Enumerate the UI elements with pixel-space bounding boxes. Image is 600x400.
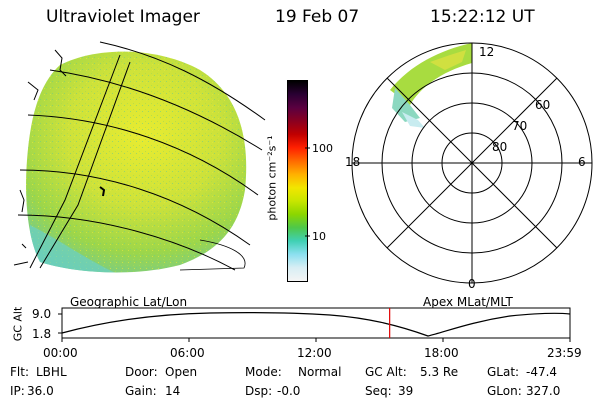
time-label: 15:22:12 UT [430, 7, 535, 27]
alt-xtick-1: 06:00 [170, 346, 205, 360]
status-value: 14 [165, 384, 181, 398]
status-value: Open [165, 365, 198, 379]
status-label: Dsp: [245, 384, 273, 398]
colorbar-tick-100: 100 [312, 142, 333, 155]
alt-xtick-0: 00:00 [43, 346, 78, 360]
alt-ylabel: GC Alt [11, 306, 25, 342]
alt-xtick-4: 23:59 [547, 346, 582, 360]
right-panel-caption: Apex MLat/MLT [423, 295, 513, 309]
status-label: GLat: [487, 365, 520, 379]
status-value: 36.0 [27, 384, 54, 398]
mlt-label-18: 18 [345, 155, 361, 169]
status-value: -0.0 [277, 384, 301, 398]
date-label: 19 Feb 07 [275, 7, 360, 27]
alt-ytick-low: 1.8 [32, 327, 52, 341]
status-label: GC Alt: [365, 365, 407, 379]
mlt-label-6: 6 [578, 155, 586, 169]
colorbar-ticks [305, 147, 310, 237]
status-value: 327.0 [526, 384, 561, 398]
alt-ytick-high: 9.0 [32, 307, 52, 321]
status-label: Flt: [10, 365, 29, 379]
alt-xtick-2: 12:00 [297, 346, 332, 360]
colorbar [287, 80, 308, 282]
colorbar-tick-10: 10 [312, 230, 326, 243]
status-value: 5.3 Re [420, 365, 459, 379]
status-value: Normal [298, 365, 342, 379]
mlt-label-12: 12 [479, 45, 495, 59]
status-value: -47.4 [526, 365, 558, 379]
status-label: Mode: [245, 365, 282, 379]
lat-label-70: 70 [512, 119, 528, 133]
status-label: Seq: [365, 384, 392, 398]
mlt-label-0: 0 [468, 277, 476, 291]
alt-xtick-3: 18:00 [424, 346, 459, 360]
instrument-title: Ultraviolet Imager [46, 7, 200, 27]
status-label: Gain: [125, 384, 157, 398]
status-label: GLon: [487, 384, 522, 398]
left-panel-caption: Geographic Lat/Lon [70, 295, 188, 309]
status-label: Door: [125, 365, 158, 379]
status-value: LBHL [36, 365, 67, 379]
lat-label-80: 80 [492, 140, 508, 154]
lat-label-60: 60 [535, 98, 551, 112]
status-label: IP: [10, 384, 25, 398]
status-value: 39 [398, 384, 414, 398]
